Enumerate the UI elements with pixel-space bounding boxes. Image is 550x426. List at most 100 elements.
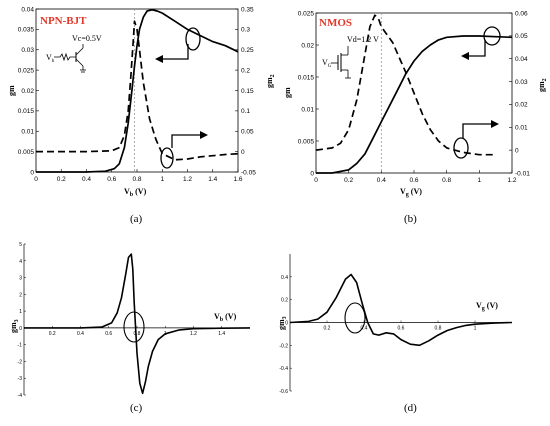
panel-a-y2tick: 0.35: [241, 6, 254, 13]
panel-a-xtick: 1: [160, 176, 164, 183]
panel-d-ytick: -0.4: [279, 366, 288, 372]
panel-c-series: [24, 253, 251, 395]
panel-b-arrow-right: [462, 120, 499, 138]
panel-b-ytick: 0.025: [298, 10, 315, 17]
panel-c-xtick: 0.4: [77, 331, 84, 337]
panel-b-ylabel: gm: [283, 87, 292, 98]
panel-a-y2tick: 0.2: [241, 67, 250, 74]
panel-b-xtick: 0.6: [409, 177, 418, 184]
panel-b-ytick: 0.01: [301, 106, 314, 113]
panel-b-title: NMOS: [319, 17, 352, 29]
caption-b: (b): [404, 213, 417, 225]
panel-b-ytick: 0: [310, 170, 314, 177]
panel-a-y2tick: 0: [241, 149, 245, 156]
panel-c-xtick: 0.2: [49, 331, 56, 337]
panel-b-arrow-left: [461, 40, 486, 60]
panel-c-xtick: 1.2: [190, 331, 197, 337]
panel-a-ytick: 0.03: [21, 47, 34, 54]
panel-c-xtick: 0.6: [105, 331, 112, 337]
panel-a-npn-bjt: 0 0.2 0.4 0.6 0.8 1 1.2 1.4 1.6 0 0.005 0.01 0.015 0.…: [7, 6, 276, 225]
caption-a: (a): [130, 213, 143, 225]
panel-b-gm2-line: [315, 14, 496, 156]
caption-c: (c): [130, 402, 143, 414]
panel-c-gm3-line: [24, 253, 251, 395]
nmos-source-label: VG: [322, 58, 332, 69]
panel-a-xtick: 0.2: [57, 176, 66, 183]
panel-a-xtick: 0: [34, 176, 38, 183]
bjt-source-label: Vb: [46, 53, 55, 64]
panel-c-ylabel: gm3: [9, 319, 20, 333]
panel-a-y2tick: 0.3: [241, 27, 250, 34]
panel-a-ytick: 0.005: [18, 149, 35, 156]
panel-d-xlabel: Vg (V): [476, 301, 498, 312]
panel-b-y2tick: 0.02: [515, 102, 528, 109]
panel-b-ytick: 0.02: [301, 42, 314, 49]
panel-a-xtick: 0.4: [82, 176, 91, 183]
panel-b-nmos: 0 0.2 0.4 0.6 0.8 1 1.2 0 0.005 0.01 0.015 0.02 0.02…: [283, 10, 548, 225]
panel-a-xtick: 1.6: [233, 176, 242, 183]
panel-d-ytick: -0.2: [279, 343, 288, 349]
caption-d: (d): [404, 402, 417, 414]
panel-b-condition: Vd=1.2 V: [347, 35, 379, 44]
panel-a-ytick: 0.035: [18, 27, 35, 34]
panel-b-y2tick: -0.01: [515, 170, 530, 177]
panel-d-ylabel: gm3: [277, 316, 288, 330]
panel-a-condition: Vc=0.5V: [72, 34, 102, 43]
panel-c-ytick: 5: [19, 242, 22, 248]
panel-d-xtick: 0.6: [398, 326, 405, 332]
panel-a-ytick: 0.015: [18, 108, 35, 115]
panel-a-arrow-right: [171, 131, 208, 148]
panel-c-ytick: -4: [18, 393, 23, 399]
panel-a-y2tick: 0.15: [241, 88, 254, 95]
panel-a-gm2-line: [36, 20, 239, 161]
bjt-symbol: Vb: [46, 44, 86, 73]
panel-b-xlabel: Vg (V): [400, 187, 422, 198]
panel-d-xtick: 0.2: [324, 326, 331, 332]
panel-b-y2tick: 0.05: [515, 33, 528, 40]
panel-a-ytick: 0.01: [21, 129, 34, 136]
panel-a-y2tick: 0.25: [241, 47, 254, 54]
panel-c-ytick: -1: [18, 343, 23, 349]
panel-a-series: [36, 8, 239, 173]
panel-b-y2label: gm2: [537, 78, 548, 92]
panel-c-ytick: -2: [18, 359, 23, 365]
panel-c-ytick: 0: [19, 326, 22, 332]
panel-b-y2tick: 0.01: [515, 125, 528, 132]
panel-a-circle-gm: [185, 27, 201, 51]
panel-a-ytick: 0.02: [21, 88, 34, 95]
panel-b-y2tick: 0.03: [515, 79, 528, 86]
panel-d-gm3-line: [289, 273, 513, 347]
panel-a-xlabel: Vb (V): [124, 187, 147, 198]
panel-a-xtick: 0.8: [132, 176, 141, 183]
panel-a-ylabel: gm: [7, 85, 16, 96]
panel-d-xtick: 1: [474, 326, 477, 332]
panel-c-ytick: -3: [18, 376, 23, 382]
panel-a-y2tick: -0.05: [241, 169, 256, 176]
panel-a-title: NPN-BJT: [40, 15, 87, 27]
panel-a-y2tick: 0.05: [241, 129, 254, 136]
panel-b-ytick: 0.005: [298, 138, 315, 145]
panel-b-ytick: 0.015: [298, 74, 315, 81]
panel-b-xtick: 0: [314, 177, 318, 184]
panel-a-ytick: 0.025: [18, 67, 35, 74]
panel-c-ytick: 3: [19, 276, 22, 282]
panel-c-circle: [123, 311, 145, 343]
panel-d-nmos-gm3: 0.2 0.4 0.6 0.8 1 -0.6 -0.4 -0.2 0 0.2 0.4 gm3 Vg(…: [277, 254, 513, 414]
panel-a-tick-labels: 0 0.2 0.4 0.6 0.8 1 1.2 1.4 1.6 0 0.005 0.01 0.015 0.…: [18, 6, 256, 183]
panel-a-y2label: gm2: [265, 74, 276, 88]
panel-c-xlabel: Vb (V): [214, 312, 237, 323]
panel-b-xtick: 0.2: [344, 177, 353, 184]
panel-a-gm-line: [36, 8, 239, 173]
panel-d-ytick: 0.2: [281, 298, 288, 304]
panel-b-y2tick: 0.04: [515, 56, 528, 63]
panel-a-xtick: 1.4: [208, 176, 217, 183]
panel-b-xtick: 1: [478, 177, 482, 184]
panel-a-xtick: 0.6: [107, 176, 116, 183]
panel-b-tick-labels: 0 0.2 0.4 0.6 0.8 1 1.2 0 0.005 0.01 0.015 0.02 0.02…: [298, 10, 530, 184]
panel-b-xtick: 0.8: [442, 177, 451, 184]
panel-d-ytick: 0.4: [281, 275, 288, 281]
panel-d-ytick: 0: [285, 321, 288, 327]
panel-d-tick-labels: 0.2 0.4 0.6 0.8 1 -0.6 -0.4 -0.2 0 0.2 0.4: [279, 275, 476, 395]
